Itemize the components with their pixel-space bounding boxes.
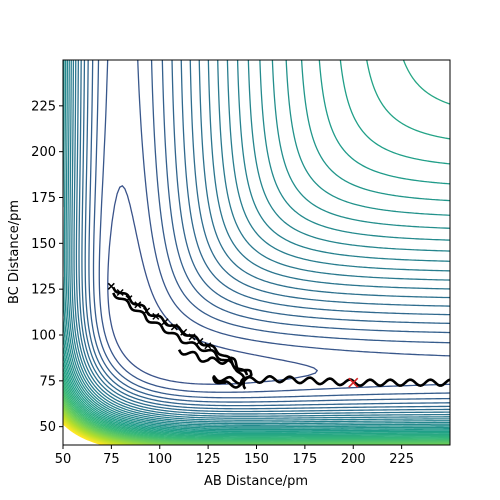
- y-axis-label: BC Distance/pm: [7, 200, 22, 304]
- contour-level: [78, 60, 450, 413]
- x-tick-label: 50: [55, 452, 72, 467]
- contour-lines: [63, 60, 450, 445]
- trajectory-path: [107, 282, 450, 390]
- contour-level: [63, 404, 183, 445]
- contour-level: [63, 421, 108, 445]
- contour-level: [63, 60, 450, 433]
- contour-level: [63, 416, 123, 445]
- contour-level: [98, 60, 450, 393]
- trajectory-marker: [188, 333, 196, 341]
- contour-level: [63, 413, 133, 445]
- contour-level: [63, 60, 450, 426]
- contour-level: [75, 60, 450, 415]
- trajectory-marker: [170, 323, 178, 331]
- y-tick-label: 150: [31, 237, 56, 252]
- contour-level: [81, 60, 450, 410]
- contour-level: [63, 60, 450, 429]
- trajectory-marker: [196, 337, 204, 345]
- end-point-marker: [348, 377, 359, 388]
- y-tick-label: 100: [31, 329, 56, 344]
- contour-level: [69, 60, 450, 421]
- contour-level: [63, 60, 450, 432]
- contour-level: [63, 60, 450, 435]
- contour-level: [63, 422, 105, 445]
- trajectory-marker: [125, 295, 133, 303]
- contour-level: [88, 60, 450, 403]
- contour-level: [63, 372, 450, 437]
- trajectory-marker: [116, 288, 124, 297]
- x-tick-label: 75: [103, 452, 120, 467]
- x-tick-label: 150: [244, 452, 269, 467]
- contour-level: [63, 387, 450, 441]
- contour-level: [71, 60, 450, 419]
- y-tick-label: 175: [31, 191, 56, 206]
- contour-level: [63, 380, 450, 439]
- contour-level: [63, 60, 450, 431]
- trajectory-marker: [180, 328, 188, 336]
- contour-level: [73, 60, 450, 417]
- contour-level: [63, 420, 111, 445]
- y-tick-label: 75: [39, 374, 56, 389]
- contour-level: [63, 414, 127, 445]
- contour-level: [63, 408, 155, 445]
- y-tick-label: 125: [31, 283, 56, 298]
- contour-level: [63, 398, 450, 445]
- contour-level: [63, 395, 450, 444]
- contour-level: [63, 393, 450, 443]
- contour-level: [63, 376, 450, 438]
- y-tick-label: 225: [31, 99, 56, 114]
- x-axis-ticks: 50 75 100 125 150 175 200 225: [55, 445, 414, 467]
- trajectory-marker: [134, 301, 142, 309]
- contour-level: [63, 406, 166, 445]
- contour-level: [63, 390, 450, 442]
- trajectory-marker: [107, 282, 115, 290]
- x-axis-label: AB Distance/pm: [204, 474, 308, 489]
- contour-level: [63, 410, 146, 445]
- x-tick-label: 225: [389, 452, 414, 467]
- trajectory-marker: [204, 342, 212, 350]
- contour-level: [63, 60, 450, 436]
- contour-level: [67, 60, 450, 423]
- trajectory-marker: [161, 318, 169, 326]
- trajectory-segment: [177, 349, 450, 389]
- x-tick-label: 200: [341, 452, 366, 467]
- x-tick-label: 125: [196, 452, 221, 467]
- contour-level: [84, 60, 450, 407]
- contour-level: [63, 411, 139, 445]
- y-axis-ticks: 50 75 100 125 150 175 200 225: [31, 99, 63, 435]
- contour-level: [63, 419, 114, 445]
- trajectory-marker: [143, 307, 151, 315]
- contour-level: [65, 60, 450, 425]
- x-tick-label: 100: [147, 452, 172, 467]
- end-marker: [348, 377, 359, 388]
- contour-level: [63, 417, 118, 445]
- contour-level: [63, 384, 450, 440]
- trajectory-marker: [152, 312, 160, 320]
- x-tick-label: 175: [292, 452, 317, 467]
- contour-level: [63, 400, 450, 445]
- y-tick-label: 200: [31, 145, 56, 160]
- y-tick-label: 50: [39, 420, 56, 435]
- contour-level: [92, 60, 450, 399]
- trajectory-segment: [112, 292, 247, 390]
